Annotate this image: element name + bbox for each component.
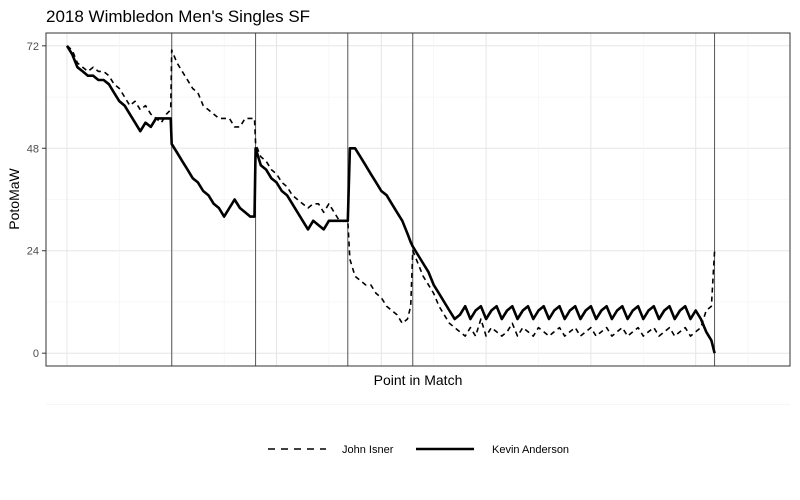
series-line-kevin-anderson — [65, 45, 716, 354]
legend-label-john-isner: John Isner — [342, 444, 394, 456]
x-axis-label: Point in Match — [374, 372, 463, 388]
series-line-john-isner — [66, 45, 716, 337]
y-axis-label: PotoMaW — [6, 167, 22, 229]
legend: John Isner Kevin Anderson — [268, 444, 569, 456]
y-tick-label: 72 — [27, 41, 39, 53]
series-layer — [65, 45, 716, 354]
y-tick-label: 0 — [33, 348, 39, 360]
chart-title: 2018 Wimbledon Men's Singles SF — [46, 7, 310, 26]
plot-panel — [45, 32, 791, 367]
y-axis-ticks: 0 24 48 72 — [27, 41, 46, 360]
y-tick-label: 48 — [27, 143, 39, 155]
y-tick-label: 24 — [27, 246, 39, 258]
legend-label-kevin-anderson: Kevin Anderson — [492, 444, 569, 456]
grid — [46, 33, 800, 405]
